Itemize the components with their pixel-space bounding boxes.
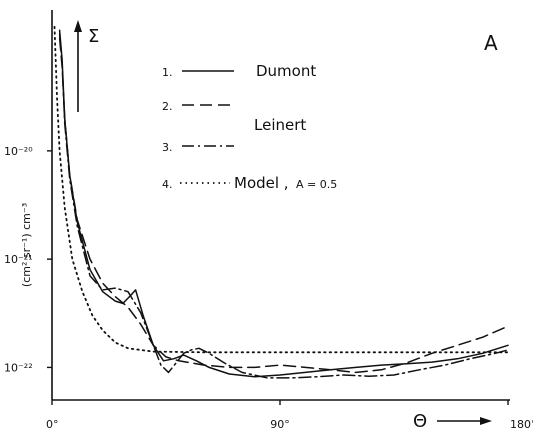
x-tick-label-2: 180° — [510, 418, 533, 431]
legend-number-2: 2. — [162, 100, 173, 113]
x-tick-label-1: 90° — [270, 418, 290, 431]
legend-number-1: 1. — [162, 66, 173, 79]
sigma-arrow-head — [74, 20, 82, 32]
series-line-4 — [53, 25, 509, 354]
sigma-symbol: Σ — [88, 26, 99, 47]
y-tick-label-0: 10⁻²⁰ — [4, 145, 33, 158]
theta-symbol: Θ — [413, 411, 427, 432]
legend-label-dumont: Dumont — [256, 62, 316, 80]
x-tick-label-0: 0° — [46, 418, 59, 431]
y-axis-label: (cm² sr⁻¹) cm⁻³ — [20, 203, 33, 287]
legend-label-leinert: Leinert — [254, 116, 306, 134]
y-tick-label-2: 10⁻²² — [4, 361, 33, 374]
legend-number-4: 4. — [162, 178, 173, 191]
legend-label-albedo: A = 0.5 — [296, 178, 337, 191]
theta-arrow-head — [480, 417, 492, 425]
y-tick-label-1: 10⁻²¹ — [4, 253, 33, 266]
legend-number-3: 3. — [162, 141, 173, 154]
legend-label-model: Model , — [234, 174, 289, 192]
series-line-1 — [58, 29, 509, 378]
legend: 1. Dumont 2. Leinert 3. 4. Model , A = 0… — [162, 62, 337, 192]
series-line-2 — [58, 37, 509, 374]
series-line-3 — [58, 33, 509, 379]
panel-label: A — [484, 31, 498, 55]
